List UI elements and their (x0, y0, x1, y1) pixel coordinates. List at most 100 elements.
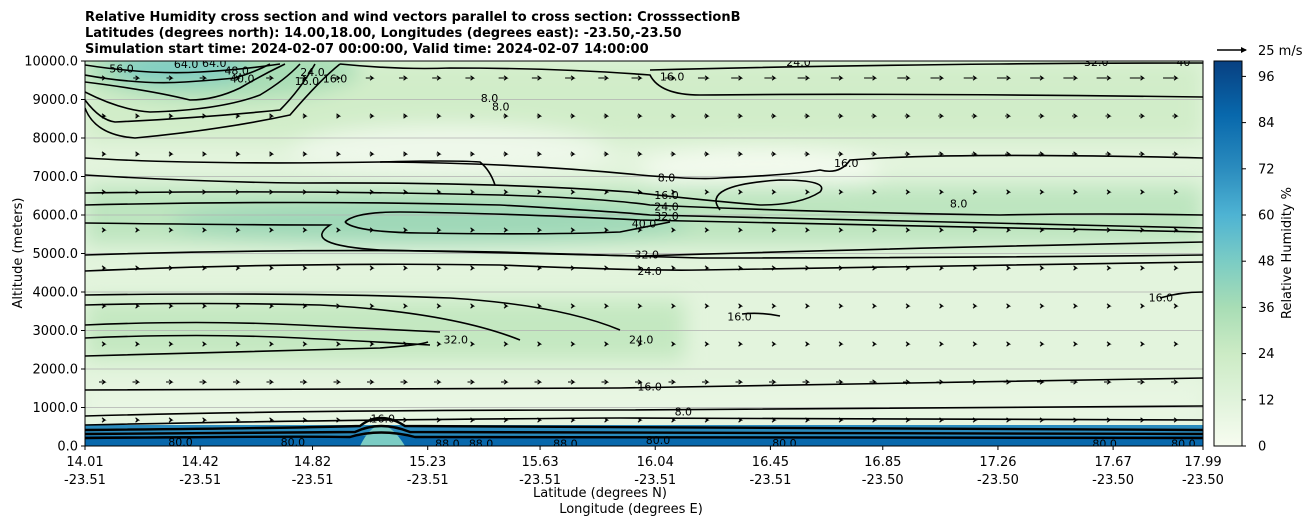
wind-vector (436, 227, 442, 233)
x-tick-label-lat: 14.01 (66, 455, 103, 470)
y-tick-label: 5000.0 (33, 247, 79, 262)
wind-vector (101, 151, 107, 157)
wind-vector (235, 227, 241, 233)
x-tick-label-lon: -23.51 (749, 473, 791, 488)
wind-vector (872, 341, 878, 347)
wind-vector (837, 151, 844, 157)
wind-vector (637, 341, 643, 347)
x-tick-label-lon: -23.50 (977, 473, 1019, 488)
x-axis: 14.01 -23.51 14.42 -23.51 14.82 -23.51 15.23 -2… (64, 446, 1224, 488)
wind-vector (637, 189, 643, 195)
wind-vector (939, 265, 945, 271)
wind-vector (235, 151, 241, 157)
wind-vector (469, 151, 476, 157)
wind-vector (702, 379, 710, 385)
contour-label: 32.0 (1084, 56, 1109, 69)
wind-vector (436, 265, 442, 271)
wind-vector (1006, 303, 1012, 309)
contour-label: 24.0 (300, 66, 325, 79)
contour-label: 8.0 (658, 172, 676, 185)
wind-vector (536, 113, 543, 119)
colorbar-label: Relative Humidity % (1280, 187, 1295, 319)
wind-vector (436, 341, 442, 347)
wind-vector (604, 303, 610, 309)
wind-vector (100, 75, 107, 81)
contour-label: 80.0 (772, 437, 797, 450)
contour-label: 88.0 (553, 438, 578, 451)
wind-vector (631, 75, 643, 81)
chart-title-line-1: Relative Humidity cross section and wind… (85, 10, 741, 25)
wind-vector (972, 265, 978, 271)
y-tick-label: 4000.0 (33, 286, 79, 301)
wind-vector (1070, 379, 1079, 385)
wind-vector (637, 227, 643, 233)
x-tick-label-lat: 16.04 (637, 455, 674, 470)
wind-vector (403, 303, 409, 309)
wind-vector (804, 151, 811, 157)
wind-vector (802, 379, 811, 385)
contour-label: 64.0 (202, 57, 227, 70)
contour-label: 80.0 (281, 436, 306, 449)
wind-vector (1073, 265, 1079, 271)
y-tick-label: 3000.0 (33, 324, 79, 339)
wind-vector (269, 151, 275, 157)
wind-vector (939, 227, 945, 233)
wind-vector (771, 303, 777, 309)
colorbar-tick-label: 24 (1258, 347, 1275, 362)
wind-vector (202, 151, 208, 157)
wind-vector (367, 379, 375, 385)
x-tick-label-lon: -23.50 (1092, 473, 1134, 488)
wind-vector (202, 417, 208, 423)
x-tick-label-lat: 16.45 (752, 455, 789, 470)
y-tick-label: 2000.0 (33, 363, 79, 378)
wind-vector (872, 265, 878, 271)
wind-vector (1140, 341, 1146, 347)
wind-vector (369, 265, 375, 271)
wind-vector (299, 75, 308, 81)
wind-vector (235, 265, 241, 271)
wind-vector (872, 227, 878, 233)
wind-vector (671, 417, 677, 423)
x-tick-label-lon: -23.51 (519, 473, 561, 488)
wind-vector (570, 113, 576, 119)
wind-vector (697, 75, 710, 81)
contour-label: 8.0 (675, 405, 693, 418)
wind-vector (704, 113, 710, 119)
wind-vector (434, 379, 442, 385)
wind-vector (938, 151, 945, 157)
wind-vector (202, 227, 208, 233)
wind-vector (168, 227, 174, 233)
wind-vector (1073, 189, 1079, 195)
wind-vector (403, 341, 409, 347)
wind-vector (970, 379, 978, 385)
wind-vector (436, 113, 442, 119)
wind-vector (168, 341, 174, 347)
wind-vector (369, 113, 375, 119)
wind-vector (664, 75, 677, 81)
wind-vector (1173, 189, 1179, 195)
wind-vector (771, 189, 777, 195)
wind-vector (1138, 151, 1146, 157)
wind-vector (199, 379, 208, 385)
wind-vector (503, 113, 509, 119)
wind-vector (735, 379, 744, 385)
wind-vector (764, 75, 777, 81)
wind-vector (166, 379, 174, 385)
wind-vector (101, 227, 107, 233)
contour-label: 40 (1176, 56, 1190, 69)
wind-vector (101, 189, 107, 195)
wind-vector (403, 113, 409, 119)
wind-vector (604, 265, 610, 271)
wind-vector (1140, 417, 1146, 423)
quiver-key-label: 25 m/s (1258, 44, 1303, 59)
colorbar-tick-label: 12 (1258, 393, 1275, 408)
wind-vector (1038, 113, 1045, 119)
contour-label: 8.0 (950, 197, 968, 210)
wind-vector (168, 303, 174, 309)
wind-vector (805, 265, 811, 271)
wind-vector (469, 113, 476, 119)
wind-vector (403, 151, 409, 157)
wind-vector (996, 75, 1012, 81)
wind-vector (1003, 379, 1012, 385)
wind-vector (704, 265, 710, 271)
